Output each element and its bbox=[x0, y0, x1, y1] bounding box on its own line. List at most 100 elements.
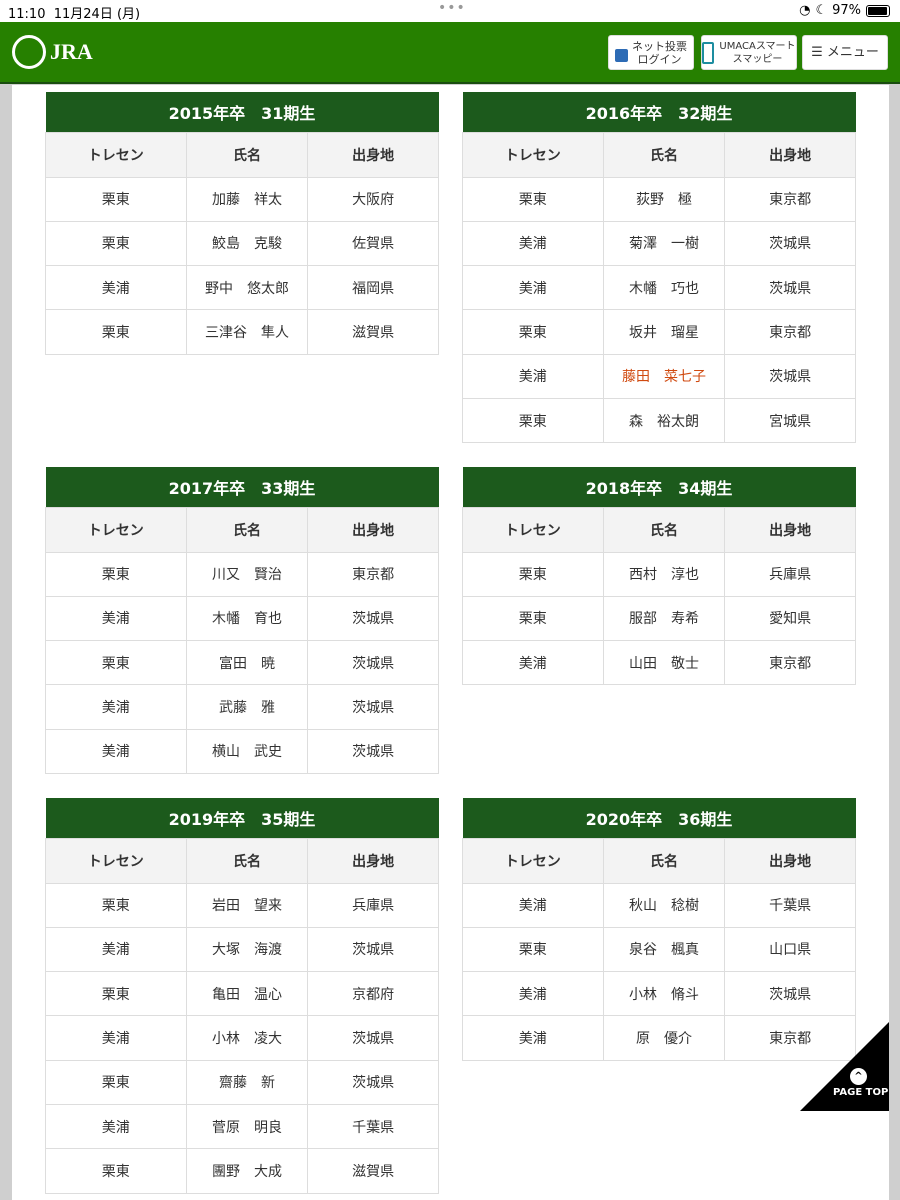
column-header: トレセン bbox=[462, 506, 604, 553]
training-center-cell: 栗東 bbox=[462, 595, 604, 642]
table-row: 美浦 小林 脩斗 茨城県 bbox=[462, 971, 856, 1017]
table-row: 美浦 木幡 育也 茨城県 bbox=[45, 595, 439, 642]
table-row: 栗東 川又 賢治 東京都 bbox=[45, 551, 439, 597]
training-center-cell: 栗東 bbox=[45, 309, 187, 355]
column-header: 氏名 bbox=[185, 837, 309, 884]
training-center-cell: 美浦 bbox=[462, 1015, 604, 1061]
table-row: 栗東 加藤 祥太 大阪府 bbox=[45, 176, 439, 222]
column-header: トレセン bbox=[45, 131, 187, 178]
jockey-name-cell: 團野 大成 bbox=[185, 1148, 309, 1194]
battery-icon bbox=[866, 4, 890, 17]
chevron-up-icon: ^ bbox=[850, 1068, 867, 1085]
birthplace-cell: 茨城県 bbox=[307, 684, 439, 730]
birthplace-cell: 宮城県 bbox=[724, 397, 856, 444]
table-row: 栗東 岩田 望来 兵庫県 bbox=[45, 882, 439, 928]
umaca-label: UMACAスマート bbox=[719, 40, 796, 52]
column-header: 出身地 bbox=[307, 837, 439, 884]
graduate-table: 2016年卒 32期生 トレセン 氏名 出身地 栗東 荻野 極東京都 美浦 菊澤 一樹 茨城県美… bbox=[462, 92, 856, 444]
column-header: トレセン bbox=[462, 131, 604, 178]
table-row: 美浦 木幡 巧也 茨城県 bbox=[462, 265, 856, 311]
birthplace-cell: 山口県 bbox=[724, 926, 856, 973]
training-center-cell: 美浦 bbox=[45, 265, 187, 311]
column-header: トレセン bbox=[462, 837, 604, 884]
table-title: 2017年卒 33期生 bbox=[45, 467, 439, 507]
table-row: 栗東 三津谷 隼人 滋賀県 bbox=[45, 309, 439, 355]
training-center-cell: 栗東 bbox=[45, 1148, 187, 1194]
jockey-name-cell: 野中 悠太郎 bbox=[185, 265, 309, 311]
birthplace-cell: 千葉県 bbox=[724, 882, 856, 928]
birthplace-cell: 滋賀県 bbox=[307, 1148, 439, 1194]
birthplace-cell: 茨城県 bbox=[307, 595, 439, 642]
birthplace-cell: 東京都 bbox=[724, 176, 856, 222]
jra-logo[interactable]: JRA bbox=[12, 35, 93, 69]
table-row: 栗東 服部 寿希 愛知県 bbox=[462, 595, 856, 642]
jockey-name-cell: 富田 暁 bbox=[185, 640, 309, 686]
table-row: 美浦 野中 悠太郎 福岡県 bbox=[45, 265, 439, 311]
table-row: 美浦 藤田 菜七子 茨城県 bbox=[462, 353, 856, 399]
jockey-name-cell: 服部 寿希 bbox=[602, 595, 726, 642]
graduate-table: 2015年卒 31期生 トレセン 氏名 出身地 栗東 加藤 祥太 大阪府 栗東 鮫島 克駿 佐賀県… bbox=[45, 92, 439, 355]
training-center-cell: 美浦 bbox=[45, 684, 187, 730]
status-bar: 11:10 11月24日 (月) ••• ◔ ☾ 97% bbox=[0, 0, 900, 22]
login-label: ログイン bbox=[637, 52, 682, 66]
birthplace-cell: 茨城県 bbox=[307, 1015, 439, 1061]
status-time: 11:10 11月24日 (月) bbox=[8, 7, 141, 22]
jockey-name-cell: 秋山 稔樹 bbox=[602, 882, 726, 928]
jockey-name-cell: 亀田 温心 bbox=[185, 971, 309, 1017]
jockey-name-cell: 西村 淳也 bbox=[602, 551, 726, 597]
birthplace-cell: 茨城県 bbox=[724, 353, 856, 399]
table-row: 栗東 西村 淳也 兵庫県 bbox=[462, 551, 856, 597]
birthplace-cell: 茨城県 bbox=[307, 926, 439, 973]
birthplace-cell: 兵庫県 bbox=[307, 882, 439, 928]
jockey-name-cell: 泉谷 楓真 bbox=[602, 926, 726, 973]
graduate-table: 2018年卒 34期生 トレセン 氏名 出身地 栗東 西村 淳也 兵庫県 栗東 服部 寿希 愛知県… bbox=[462, 467, 856, 686]
menu-button[interactable]: ☰ メニュー bbox=[802, 35, 888, 70]
birthplace-cell: 大阪府 bbox=[307, 176, 439, 222]
graduate-table: 2019年卒 35期生 トレセン 氏名 出身地 栗東 岩田 望来 兵庫県 美浦 大塚 海渡 茨城県… bbox=[45, 798, 439, 1194]
training-center-cell: 栗東 bbox=[462, 926, 604, 973]
umaca-smappy-button[interactable]: UMACAスマート スマッピー bbox=[701, 35, 797, 70]
jockey-name-cell: 大塚 海渡 bbox=[185, 926, 309, 973]
wifi-icon: ◔ bbox=[799, 3, 811, 18]
multitask-dots[interactable]: ••• bbox=[438, 0, 466, 16]
birthplace-cell: 千葉県 bbox=[307, 1103, 439, 1150]
birthplace-cell: 福岡県 bbox=[307, 265, 439, 311]
table-title: 2019年卒 35期生 bbox=[45, 798, 439, 838]
table-title: 2016年卒 32期生 bbox=[462, 92, 856, 132]
logo-text: JRA bbox=[50, 39, 93, 64]
table-row: 栗東 荻野 極東京都 bbox=[462, 176, 856, 222]
training-center-cell: 栗東 bbox=[462, 176, 604, 222]
table-row: 栗東 鮫島 克駿 佐賀県 bbox=[45, 220, 439, 267]
net-vote-login-button[interactable]: ネット投票 ログイン bbox=[608, 35, 694, 70]
column-header: 出身地 bbox=[724, 131, 856, 178]
lock-icon bbox=[615, 49, 628, 62]
jockey-name-cell: 齋藤 新 bbox=[185, 1059, 309, 1105]
column-header: 出身地 bbox=[307, 506, 439, 553]
table-row: 栗東 團野 大成 滋賀県 bbox=[45, 1148, 439, 1194]
birthplace-cell: 茨城県 bbox=[307, 1059, 439, 1105]
graduate-table: 2017年卒 33期生 トレセン 氏名 出身地 栗東 川又 賢治 東京都 美浦 木幡 育也 茨城県… bbox=[45, 467, 439, 774]
training-center-cell: 美浦 bbox=[462, 353, 604, 399]
jockey-name-cell: 鮫島 克駿 bbox=[185, 220, 309, 267]
jockey-name-cell: 三津谷 隼人 bbox=[185, 309, 309, 355]
menu-label: メニュー bbox=[826, 45, 879, 60]
table-row: 美浦 横山 武史 茨城県 bbox=[45, 728, 439, 774]
training-center-cell: 美浦 bbox=[462, 220, 604, 267]
training-center-cell: 栗東 bbox=[45, 1059, 187, 1105]
training-center-cell: 栗東 bbox=[462, 397, 604, 444]
column-header: 出身地 bbox=[724, 837, 856, 884]
table-row: 美浦 秋山 稔樹 千葉県 bbox=[462, 882, 856, 928]
jockey-name-cell: 森 裕太朗 bbox=[602, 397, 726, 444]
column-header: トレセン bbox=[45, 506, 187, 553]
birthplace-cell: 兵庫県 bbox=[724, 551, 856, 597]
training-center-cell: 美浦 bbox=[462, 640, 604, 686]
graduate-table: 2020年卒 36期生 トレセン 氏名 出身地 美浦 秋山 稔樹 千葉県 栗東 泉谷 楓真 山口県… bbox=[462, 798, 856, 1061]
birthplace-cell: 東京都 bbox=[307, 551, 439, 597]
training-center-cell: 栗東 bbox=[462, 551, 604, 597]
birthplace-cell: 東京都 bbox=[724, 309, 856, 355]
jra-mark-icon bbox=[12, 35, 46, 69]
jockey-name-cell: 岩田 望来 bbox=[185, 882, 309, 928]
training-center-cell: 栗東 bbox=[45, 176, 187, 222]
training-center-cell: 栗東 bbox=[45, 882, 187, 928]
jockey-name-cell: 菅原 明良 bbox=[185, 1103, 309, 1150]
